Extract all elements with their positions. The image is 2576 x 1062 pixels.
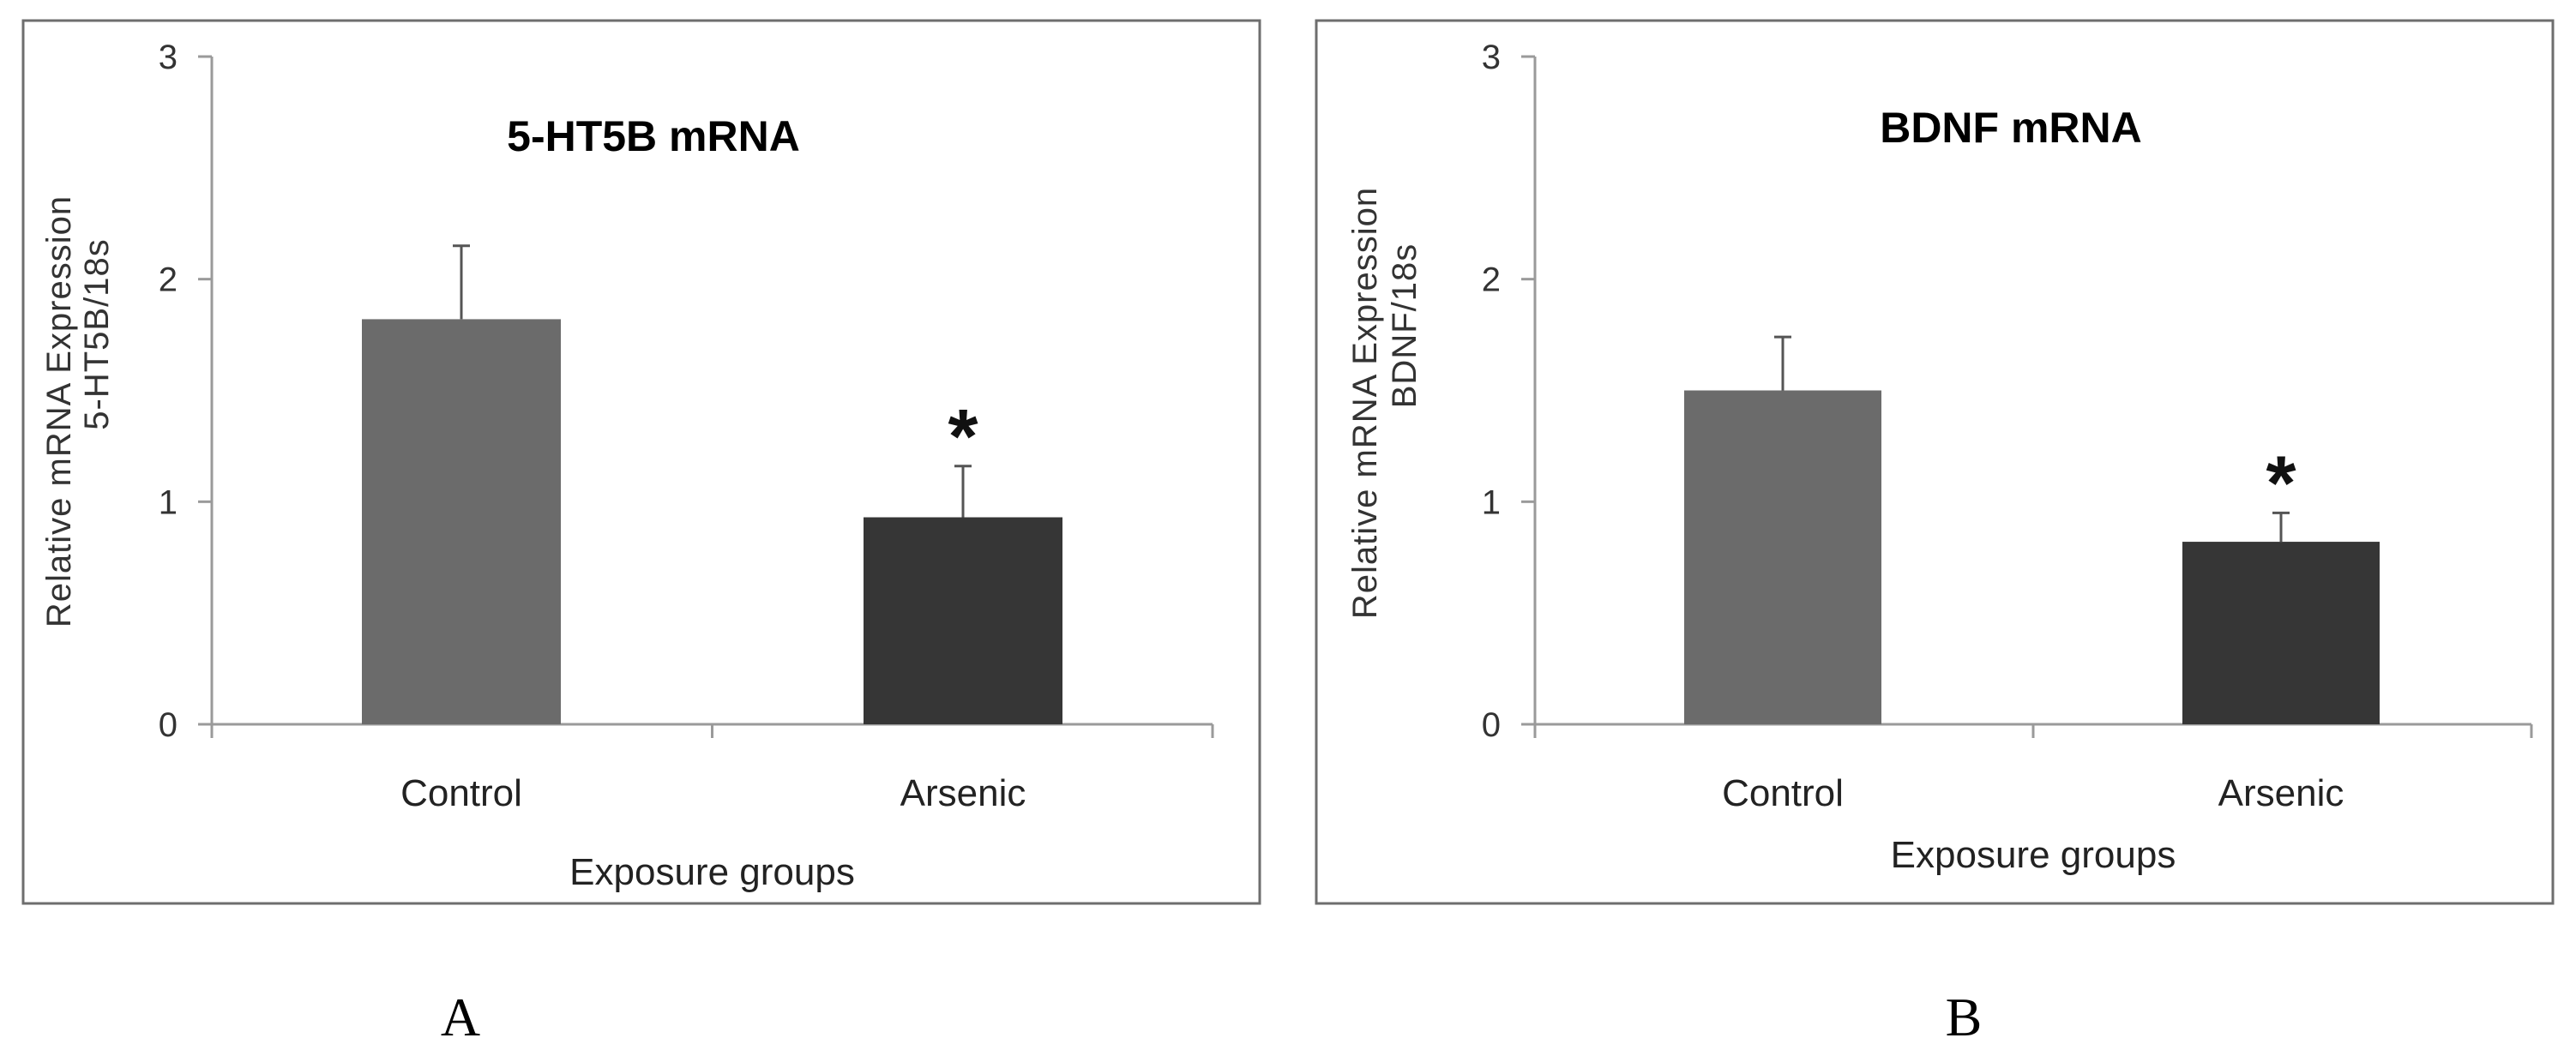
bar-control	[1684, 390, 1881, 724]
y-tick-label: 0	[159, 706, 178, 744]
chart-frame	[21, 19, 1261, 905]
y-axis-title: Relative mRNA Expression	[40, 195, 78, 627]
y-tick-label: 1	[1482, 483, 1501, 521]
y-axis-subtitle: 5-HT5B/18s	[78, 238, 116, 429]
x-category-label: Control	[1722, 772, 1844, 814]
chart-panel-a: 0 1 2 3 Control * Arsenic 5-HT5B mRNA Exposure g…	[21, 19, 1261, 1047]
y-axis-subtitle: BDNF/18s	[1386, 243, 1423, 409]
chart-frame	[1315, 19, 2555, 905]
y-tick-label: 3	[1482, 39, 1501, 76]
panel-label: A	[441, 987, 480, 1047]
significance-marker: *	[948, 394, 978, 480]
y-tick-label: 2	[1482, 261, 1501, 299]
y-tick-label: 0	[1482, 706, 1501, 744]
x-axis-title: Exposure groups	[569, 851, 855, 893]
y-tick-label: 1	[159, 483, 178, 521]
chart-title: 5-HT5B mRNA	[507, 112, 800, 160]
x-category-label: Arsenic	[900, 772, 1026, 814]
significance-marker: *	[2266, 441, 2296, 526]
bar-control	[362, 319, 561, 724]
chart-panel-b: 0 1 2 3 Control * Arsenic BDNF mRNA Exposure gro…	[1315, 19, 2555, 1047]
chart-title: BDNF mRNA	[1880, 104, 2142, 152]
y-axis-title: Relative mRNA Expression	[1346, 187, 1384, 619]
x-category-label: Arsenic	[2218, 772, 2344, 814]
x-axis-title: Exposure groups	[1891, 834, 2176, 876]
bar-arsenic	[2182, 542, 2380, 724]
y-tick-label: 3	[159, 39, 178, 76]
y-tick-label: 2	[159, 261, 178, 299]
panel-label: B	[1946, 987, 1983, 1047]
x-category-label: Control	[400, 772, 522, 814]
bar-arsenic	[864, 517, 1062, 724]
